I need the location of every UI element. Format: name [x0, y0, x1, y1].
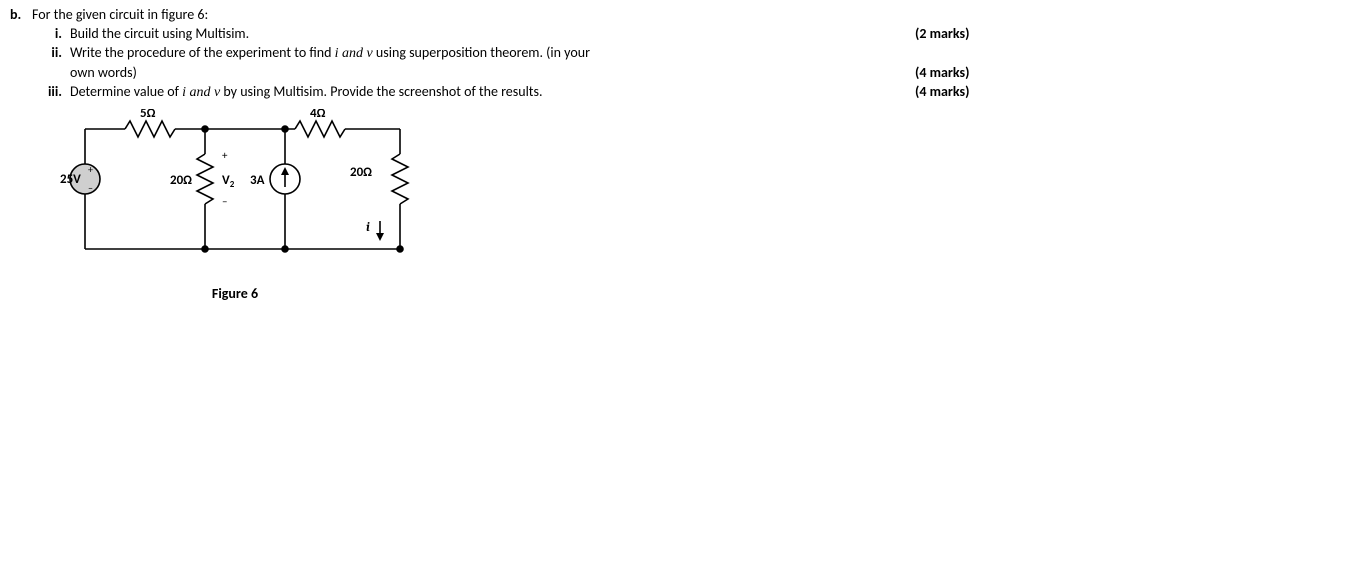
question-root: b. For the given circuit in figure 6: i.…: [10, 6, 1350, 302]
item-ii-iv: i and v: [335, 46, 373, 61]
item-iii-pre: Determine value of: [70, 83, 182, 100]
item-ii-line2: own words) (4 marks): [36, 64, 1350, 81]
item-iii-post: by using Multisim. Provide the screensho…: [220, 83, 542, 100]
item-ii-line2-body: own words) (4 marks): [70, 64, 840, 81]
item-iii-marks: (4 marks): [915, 83, 969, 100]
r20r-label: 20Ω: [350, 165, 372, 180]
r4-label: 4Ω: [310, 109, 326, 121]
roman-i: i.: [36, 25, 70, 42]
v2-minus: –: [222, 195, 227, 208]
item-ii: ii. Write the procedure of the experimen…: [36, 44, 1350, 62]
item-ii-pre: Write the procedure of the experiment to…: [70, 44, 335, 61]
v2-plus: +: [222, 149, 228, 162]
vsrc-plus: +: [88, 163, 93, 176]
item-iii-body: Determine value of i and v by using Mult…: [70, 83, 840, 101]
sublist: i. Build the circuit using Multisim. (2 …: [36, 25, 1350, 101]
item-iii-iv: i and v: [182, 85, 220, 100]
item-i-marks: (2 marks): [915, 25, 969, 42]
item-ii-post: using superposition theorem. (in your: [373, 44, 590, 61]
item-i: i. Build the circuit using Multisim. (2 …: [36, 25, 1350, 42]
header-line: b. For the given circuit in figure 6:: [10, 6, 1350, 23]
item-ii-line2-text: own words): [70, 64, 137, 81]
roman-iii: iii.: [36, 83, 70, 100]
vsrc-label: 25V: [60, 172, 81, 187]
circuit-svg: 25V + – 5Ω 4Ω 20Ω 20Ω + – V2 3A i: [40, 109, 440, 279]
roman-ii: ii.: [36, 44, 70, 61]
label-b: b.: [10, 6, 32, 23]
item-iii: iii. Determine value of i and v by using…: [36, 83, 1350, 101]
header-text: For the given circuit in figure 6:: [32, 6, 208, 23]
figure-holder: 25V + – 5Ω 4Ω 20Ω 20Ω + – V2 3A i Figure…: [40, 109, 1350, 302]
figure-caption: Figure 6: [50, 285, 420, 302]
vsrc-minus: –: [88, 181, 93, 194]
item-i-body: Build the circuit using Multisim. (2 mar…: [70, 25, 840, 42]
item-ii-marks: (4 marks): [915, 64, 969, 81]
i-label: i: [366, 220, 370, 235]
item-i-text: Build the circuit using Multisim.: [70, 25, 249, 42]
item-ii-body: Write the procedure of the experiment to…: [70, 44, 840, 62]
r20l-label: 20Ω: [170, 173, 192, 188]
v2-label: V2: [222, 173, 235, 190]
r5-label: 5Ω: [140, 109, 156, 121]
isrc-label: 3A: [250, 173, 265, 188]
